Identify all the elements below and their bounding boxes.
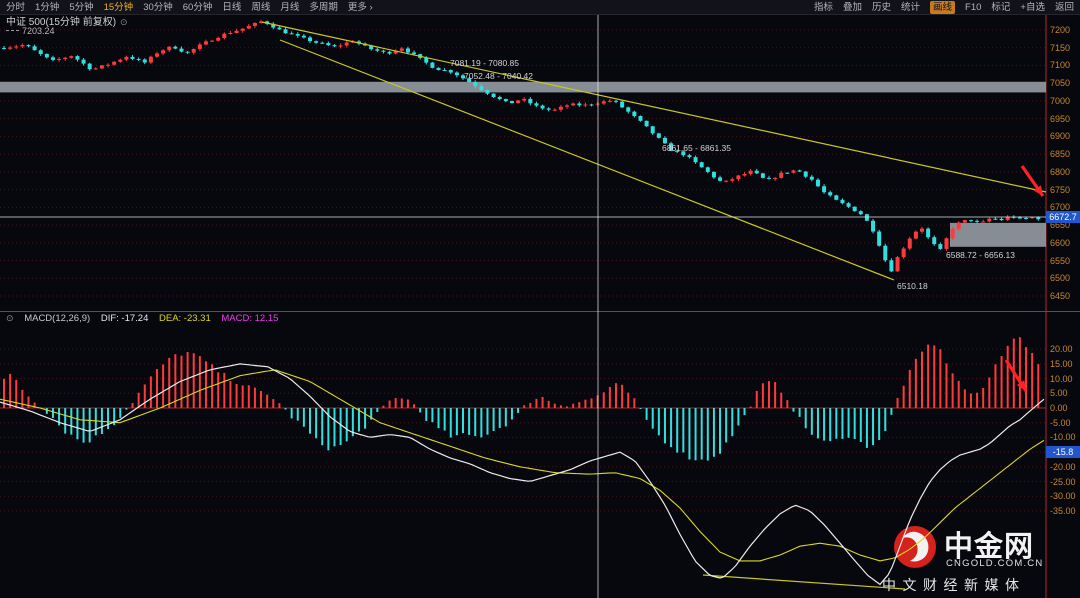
- tab-timeline[interactable]: 分时: [6, 1, 26, 13]
- watermark-tagline: 中文财经新媒体: [882, 577, 1026, 593]
- top-toolbar: 分时 1分钟 5分钟 15分钟 30分钟 60分钟 日线 周线 月线 多周期 更多 › 指标 叠加 历史…: [0, 0, 1080, 15]
- tab-back[interactable]: 返回: [1054, 1, 1074, 13]
- crosshair-price-badge: 6672.7: [1046, 211, 1080, 223]
- tab-monthly[interactable]: 月线: [280, 1, 300, 13]
- tab-mark[interactable]: 标记: [991, 1, 1011, 13]
- tab-daily[interactable]: 日线: [222, 1, 242, 13]
- tab-multi-period[interactable]: 多周期: [309, 1, 338, 13]
- tab-5min[interactable]: 5分钟: [69, 1, 94, 13]
- tab-60min[interactable]: 60分钟: [182, 1, 213, 13]
- tab-1min[interactable]: 1分钟: [35, 1, 60, 13]
- tab-draw-lines[interactable]: 画线: [930, 0, 956, 14]
- tab-history[interactable]: 历史: [871, 1, 891, 13]
- tool-tabs: 指标 叠加 历史 统计 画线 F10 标记 +自选 返回: [808, 0, 1080, 14]
- watermark-title: 中金网: [944, 531, 1035, 563]
- tab-30min[interactable]: 30分钟: [143, 1, 173, 13]
- tab-overlay[interactable]: 叠加: [842, 1, 862, 13]
- tab-statistics[interactable]: 统计: [901, 1, 921, 13]
- tab-15min[interactable]: 15分钟: [103, 1, 134, 13]
- tab-f10[interactable]: F10: [965, 1, 982, 13]
- watermark-domain: CNGOLD.COM.CN: [946, 558, 1044, 569]
- tab-weekly[interactable]: 周线: [251, 1, 271, 13]
- tab-more[interactable]: 更多 ›: [347, 1, 373, 13]
- tab-indicators[interactable]: 指标: [813, 1, 833, 13]
- macd-value-badge: -15.8: [1046, 446, 1080, 458]
- tab-add-watchlist[interactable]: +自选: [1020, 1, 1045, 13]
- timeframe-tabs: 分时 1分钟 5分钟 15分钟 30分钟 60分钟 日线 周线 月线 多周期 更多 ›: [0, 1, 379, 14]
